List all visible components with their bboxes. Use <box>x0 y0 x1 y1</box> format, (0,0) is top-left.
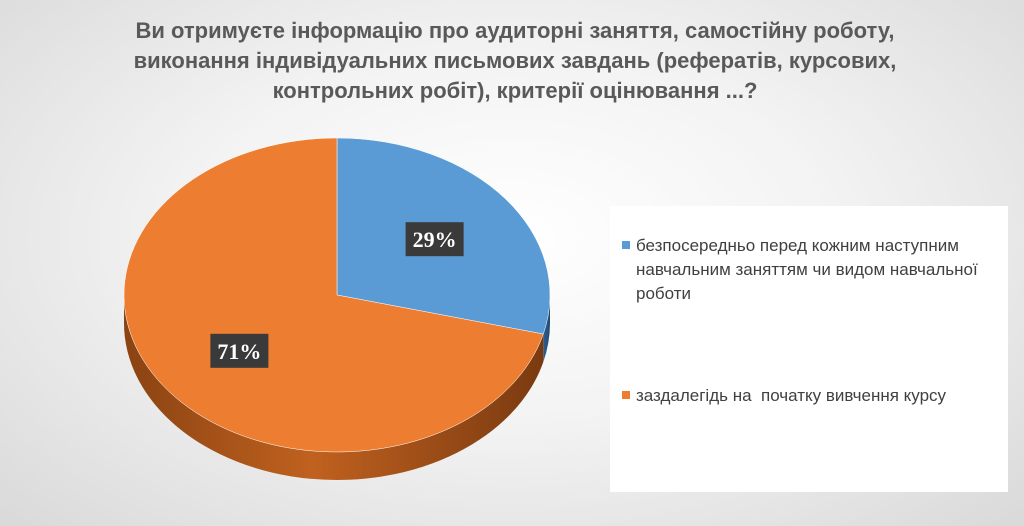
pie-slice-1 <box>123 137 544 453</box>
data-label-0: 29% <box>405 222 464 257</box>
legend-swatch-1 <box>622 391 630 399</box>
pie-side-1 <box>124 295 544 481</box>
data-label-text-1: 71% <box>217 339 261 364</box>
data-label-1: 71% <box>210 333 269 368</box>
legend-label-0: безпосередньо перед кожним наступним нав… <box>636 236 983 303</box>
data-label-text-0: 29% <box>413 227 457 252</box>
legend-item-0: безпосередньо перед кожним наступним нав… <box>622 234 1002 306</box>
legend: безпосередньо перед кожним наступним нав… <box>610 206 1008 492</box>
chart-title: Ви отримуєте інформацію про аудиторні за… <box>133 18 897 103</box>
legend-swatch-0 <box>622 241 630 249</box>
legend-label-1: заздалегідь на початку вивчення курсу <box>636 386 947 405</box>
pie-side-0 <box>543 295 550 363</box>
legend-item-1: заздалегідь на початку вивчення курсу <box>622 384 1002 408</box>
